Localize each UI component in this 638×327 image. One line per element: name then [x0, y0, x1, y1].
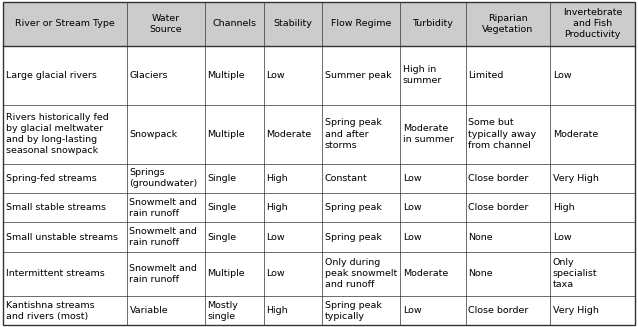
Text: Riparian
Vegetation: Riparian Vegetation: [482, 14, 533, 34]
Text: Close border: Close border: [468, 174, 528, 183]
Text: Low: Low: [403, 232, 422, 242]
Text: Moderate: Moderate: [266, 129, 311, 139]
Text: River or Stream Type: River or Stream Type: [15, 19, 115, 28]
Text: Very High: Very High: [553, 174, 598, 183]
Text: Close border: Close border: [468, 306, 528, 315]
Text: Single: Single: [207, 232, 237, 242]
Text: Small unstable streams: Small unstable streams: [6, 232, 118, 242]
Text: Low: Low: [403, 174, 422, 183]
Text: Multiple: Multiple: [207, 129, 245, 139]
Text: Large glacial rivers: Large glacial rivers: [6, 71, 96, 80]
Text: Spring peak: Spring peak: [325, 232, 382, 242]
Text: Intermittent streams: Intermittent streams: [6, 269, 105, 278]
Text: Only during
peak snowmelt
and runoff: Only during peak snowmelt and runoff: [325, 258, 397, 289]
Text: Moderate
in summer: Moderate in summer: [403, 124, 454, 144]
Text: Spring peak
and after
storms: Spring peak and after storms: [325, 118, 382, 150]
Text: High: High: [266, 174, 288, 183]
Text: Glaciers: Glaciers: [130, 71, 168, 80]
Text: Mostly
single: Mostly single: [207, 301, 239, 321]
Text: Limited: Limited: [468, 71, 503, 80]
Text: Water
Source: Water Source: [150, 14, 182, 34]
Text: Close border: Close border: [468, 203, 528, 212]
Text: Rivers historically fed
by glacial meltwater
and by long-lasting
seasonal snowpa: Rivers historically fed by glacial meltw…: [6, 113, 108, 155]
Text: Spring peak: Spring peak: [325, 203, 382, 212]
Text: Low: Low: [266, 71, 285, 80]
Text: Stability: Stability: [274, 19, 313, 28]
Text: High: High: [266, 306, 288, 315]
Text: High in
summer: High in summer: [403, 65, 442, 85]
Text: Low: Low: [553, 232, 572, 242]
Text: Low: Low: [553, 71, 572, 80]
Text: Snowmelt and
rain runoff: Snowmelt and rain runoff: [130, 264, 197, 284]
Text: Constant: Constant: [325, 174, 367, 183]
Text: High: High: [553, 203, 574, 212]
Text: Low: Low: [403, 306, 422, 315]
Text: Multiple: Multiple: [207, 269, 245, 278]
Text: Snowpack: Snowpack: [130, 129, 177, 139]
Text: Spring peak
typically: Spring peak typically: [325, 301, 382, 321]
Text: Snowmelt and
rain runoff: Snowmelt and rain runoff: [130, 198, 197, 218]
Text: Low: Low: [266, 269, 285, 278]
Text: Very High: Very High: [553, 306, 598, 315]
Text: Single: Single: [207, 203, 237, 212]
Text: Small stable streams: Small stable streams: [6, 203, 106, 212]
Text: Multiple: Multiple: [207, 71, 245, 80]
Text: Snowmelt and
rain runoff: Snowmelt and rain runoff: [130, 227, 197, 247]
Text: Turbidity: Turbidity: [413, 19, 454, 28]
Text: Low: Low: [403, 203, 422, 212]
Text: Springs
(groundwater): Springs (groundwater): [130, 168, 198, 188]
Text: None: None: [468, 232, 493, 242]
Text: Single: Single: [207, 174, 237, 183]
Text: Low: Low: [266, 232, 285, 242]
Text: Flow Regime: Flow Regime: [331, 19, 392, 28]
Text: Invertebrate
and Fish
Productivity: Invertebrate and Fish Productivity: [563, 8, 622, 39]
Text: Summer peak: Summer peak: [325, 71, 392, 80]
Text: Some but
typically away
from channel: Some but typically away from channel: [468, 118, 536, 150]
Text: Spring-fed streams: Spring-fed streams: [6, 174, 96, 183]
Text: Channels: Channels: [212, 19, 256, 28]
Text: Moderate: Moderate: [553, 129, 598, 139]
Text: Variable: Variable: [130, 306, 168, 315]
Text: Moderate: Moderate: [403, 269, 449, 278]
Text: High: High: [266, 203, 288, 212]
Bar: [3, 2, 635, 46]
Text: Kantishna streams
and rivers (most): Kantishna streams and rivers (most): [6, 301, 94, 321]
Text: Only
specialist
taxa: Only specialist taxa: [553, 258, 597, 289]
Text: None: None: [468, 269, 493, 278]
